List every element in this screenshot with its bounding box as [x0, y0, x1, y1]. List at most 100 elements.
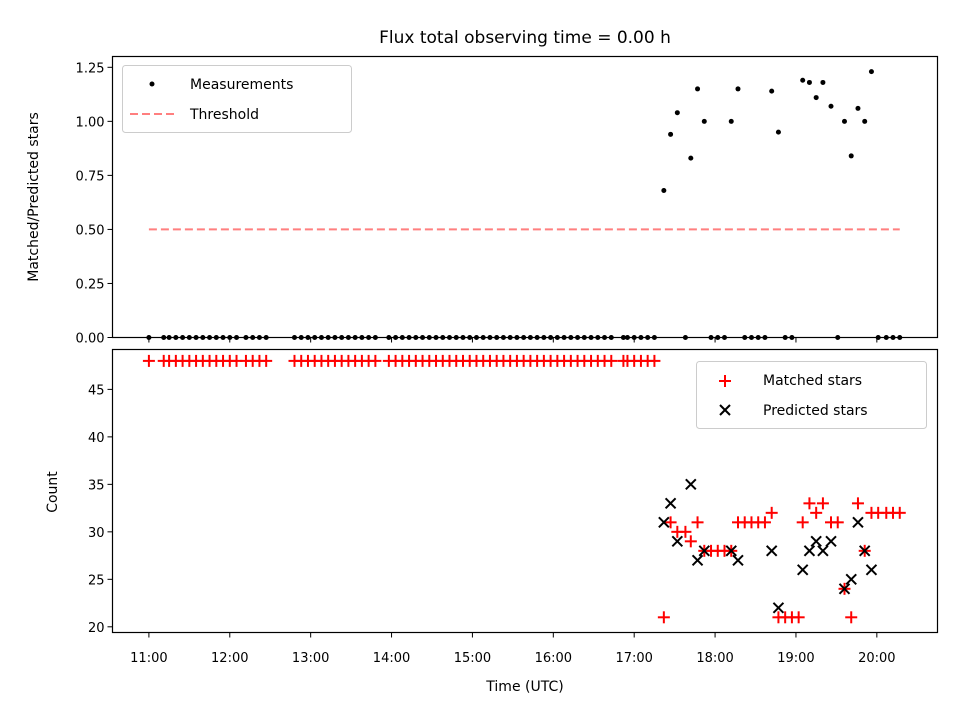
legend-matched-marker — [719, 375, 731, 387]
ratio-legend-box — [122, 65, 352, 133]
measurements-point — [862, 118, 868, 124]
ratio-y-ticks: 0.00 0.25 0.50 0.75 1.00 1.25 — [76, 61, 878, 347]
x-tick-label: 15:00 — [454, 651, 491, 666]
measurements-point — [820, 79, 826, 85]
matched-stars-point — [684, 535, 697, 548]
predicted-stars-point — [698, 545, 710, 557]
ratio-y-tick-label: 0.75 — [76, 169, 105, 184]
predicted-stars-point — [732, 554, 744, 567]
ratio-y-tick-label: 1.00 — [76, 115, 105, 130]
matched-stars-point — [679, 525, 692, 538]
counts-y-axis-label: Count — [45, 471, 61, 513]
counts-y-tick-label: 40 — [88, 431, 105, 446]
predicted-stars-point — [865, 564, 878, 576]
predicted-stars-point — [845, 573, 857, 586]
ratio-y-tick-label: 0.50 — [76, 223, 105, 238]
matched-stars-point — [796, 516, 809, 529]
legend-measurements-marker — [149, 81, 155, 87]
x-axis-ticks: 11:00 12:00 13:00 14:00 15:00 16:00 17:00 18:00… — [130, 651, 895, 666]
matched-stars-point — [758, 516, 771, 529]
x-tick-label: 19:00 — [777, 651, 814, 666]
matched-stars-point — [810, 506, 823, 519]
measurements-point — [695, 86, 701, 92]
matched-stars-point — [792, 611, 805, 624]
counts-y-tick-label: 45 — [88, 383, 105, 398]
matched-stars-point — [260, 354, 273, 367]
ratio-axes-frame — [111, 55, 939, 339]
matched-stars-point — [831, 516, 844, 529]
counts-y-ticks: 20 25 30 35 40 45 — [88, 383, 878, 638]
matched-stars-point — [893, 506, 906, 519]
ratio-legend: Measurements Threshold — [122, 65, 352, 133]
predicted-stars-point — [664, 497, 677, 510]
predicted-stars-point — [772, 602, 785, 614]
predicted-stars-point — [685, 478, 697, 491]
measurements-point — [674, 110, 680, 116]
measurements-point — [728, 118, 734, 124]
matched-stars-point — [691, 516, 704, 529]
x-tick-label: 13:00 — [292, 651, 329, 666]
predicted-stars-point — [671, 535, 684, 548]
matched-stars-point — [664, 516, 677, 529]
matched-stars-point — [803, 497, 816, 510]
measurements-point — [813, 95, 819, 101]
legend-threshold-label: Threshold — [189, 107, 259, 123]
matched-stars-point — [851, 497, 864, 510]
ratio-y-tick-label: 0.25 — [76, 277, 105, 292]
matched-stars-point — [605, 354, 618, 367]
legend-matched-label: Matched stars — [763, 373, 862, 389]
counts-y-tick-label: 35 — [88, 478, 105, 493]
predicted-stars-point — [825, 535, 837, 548]
measurements-point — [868, 69, 874, 75]
counts-plot-area — [142, 354, 906, 624]
legend-predicted-marker — [719, 404, 731, 416]
measurements-point — [668, 131, 674, 137]
ratio-plot-area — [146, 69, 903, 340]
counts-legend-box — [696, 361, 927, 429]
measurements-point — [735, 86, 741, 92]
measurements-point — [701, 118, 707, 124]
measurements-point — [800, 77, 806, 83]
matched-stars-point — [816, 497, 829, 510]
counts-y-tick-label: 25 — [88, 573, 105, 588]
matched-stars-point — [369, 354, 382, 367]
matched-stars-point — [648, 354, 661, 367]
matched-stars-point — [657, 611, 670, 624]
chart-title: Flux total observing time = 0.00 h — [379, 28, 671, 48]
legend-measurements-label: Measurements — [190, 77, 293, 93]
counts-panel: 20 25 30 35 40 45 Count Matched stars Predict… — [45, 348, 939, 638]
measurements-point — [848, 153, 854, 159]
predicted-stars-point — [858, 545, 871, 557]
measurements-point — [769, 88, 775, 94]
predicted-stars-point — [810, 535, 822, 548]
ratio-y-tick-label: 0.00 — [76, 332, 105, 347]
measurements-point — [775, 129, 781, 135]
predicted-stars-point — [803, 545, 816, 557]
predicted-stars-point — [725, 545, 737, 557]
measurements-point — [806, 79, 812, 85]
ratio-y-tick-label: 1.25 — [76, 61, 105, 76]
measurements-point — [841, 118, 847, 124]
counts-legend: Matched stars Predicted stars — [696, 361, 927, 429]
predicted-stars-point — [658, 516, 670, 529]
matched-stars-point — [765, 506, 778, 519]
predicted-stars-point — [796, 564, 809, 576]
legend-predicted-label: Predicted stars — [763, 403, 868, 419]
x-tick-label: 17:00 — [615, 651, 652, 666]
x-tick-label: 12:00 — [211, 651, 248, 666]
x-tick-label: 18:00 — [696, 651, 733, 666]
x-tick-label: 11:00 — [130, 651, 167, 666]
predicted-stars-point — [691, 554, 704, 567]
matched-stars-point — [845, 611, 858, 624]
x-tick-label: 20:00 — [858, 651, 895, 666]
measurements-point — [855, 105, 861, 111]
predicted-stars-point — [852, 516, 864, 529]
predicted-stars-point — [817, 545, 829, 557]
counts-y-tick-label: 30 — [88, 526, 105, 541]
predicted-stars-point — [838, 583, 851, 595]
counts-y-tick-label: 20 — [88, 621, 105, 636]
ratio-panel: 0.00 0.25 0.50 0.75 1.00 1.25 Matched/Predict… — [26, 55, 939, 347]
matched-stars-point — [142, 354, 155, 367]
x-axis-label: Time (UTC) — [485, 679, 563, 695]
measurements-point — [661, 188, 667, 194]
